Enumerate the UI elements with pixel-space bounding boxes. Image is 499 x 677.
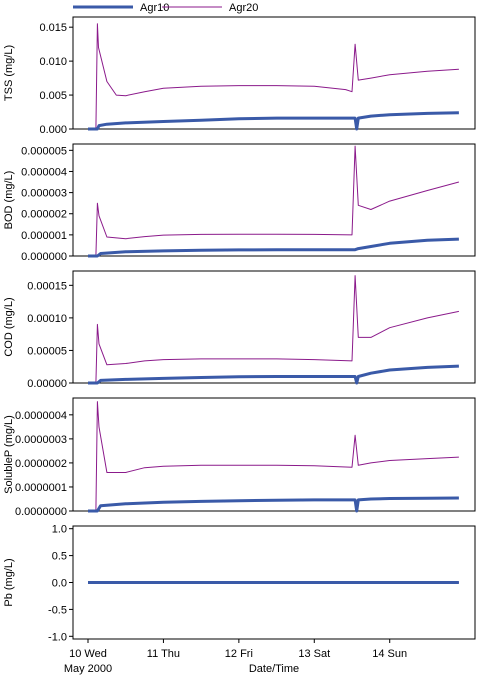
x-tick-label: 14 Sun [372, 648, 407, 660]
y-tick-label: 0.00015 [27, 280, 67, 292]
y-tick-label: 0.0000000 [15, 506, 67, 518]
y-tick-label: 0.00000 [27, 378, 67, 390]
series-line-agr20 [88, 23, 459, 130]
y-tick-label: 0.00010 [27, 313, 67, 325]
x-axis-label: Date/Time [249, 663, 299, 675]
y-tick-label: 1.0 [52, 524, 67, 536]
y-tick-label: 0.0000002 [15, 458, 67, 470]
y-axis-label: TSS (mg/L) [3, 45, 15, 101]
series-line-agr20 [88, 401, 459, 512]
x-tick-label: 10 Wed [69, 648, 107, 660]
y-axis-label: Pb (mg/L) [3, 558, 15, 606]
y-axis-label: SolubleP (mg/L) [3, 415, 15, 494]
series-line-agr10 [88, 111, 459, 131]
y-tick-label: 0.015 [39, 22, 67, 34]
y-tick-label: 0.0000004 [15, 410, 67, 422]
y-tick-label: 0.000000 [21, 251, 67, 263]
y-tick-label: 0.000002 [21, 209, 67, 221]
series-line-agr20 [88, 275, 460, 384]
series-line-agr10 [88, 496, 459, 513]
y-tick-label: 0.00005 [27, 345, 67, 357]
y-tick-label: 0.000001 [21, 230, 67, 242]
panel-pb-mg-l: 1.0 0.5 0.0 -0.5 -1.0 Pb (mg/L) [3, 524, 476, 643]
y-tick-label: 0.000 [39, 124, 67, 136]
y-tick-label: 0.0000001 [15, 482, 67, 494]
panel-frame [72, 143, 476, 257]
y-tick-label: -1.0 [48, 631, 67, 643]
y-tick-label: 0.000003 [21, 188, 67, 200]
series-line-agr10 [88, 237, 459, 258]
panel-frame [72, 270, 476, 384]
panel-tss-mg-l: 0.015 0.010 0.005 0.000 TSS (mg/L) [3, 16, 476, 136]
panel-bod-mg-l: 0.000005 0.000004 0.000003 0.000002 0.000001… [3, 143, 476, 263]
y-tick-label: 0.5 [52, 551, 67, 563]
series-line-agr10 [88, 364, 459, 385]
y-tick-label: 0.005 [39, 90, 67, 102]
x-tick-label: 13 Sat [298, 648, 330, 660]
panel-solublep-mg-l: 0.0000004 0.0000003 0.0000002 0.0000001 0.00… [3, 397, 476, 518]
y-axis-label: BOD (mg/L) [3, 171, 15, 230]
series-line-agr20 [88, 145, 460, 257]
x-tick-label: 12 Fri [225, 648, 253, 660]
x-tick-label: 11 Thu [147, 648, 180, 660]
y-axis-label: COD (mg/L) [3, 297, 15, 356]
legend: Agr10 Agr20 [73, 2, 258, 14]
panel-cod-mg-l: 0.00015 0.00010 0.00005 0.00000 COD (mg/L) [3, 270, 476, 390]
x-month-label: May 2000 [64, 663, 112, 675]
legend-label-agr20: Agr20 [229, 2, 258, 14]
legend-label-agr10: Agr10 [140, 2, 169, 14]
y-tick-label: 0.010 [39, 56, 67, 68]
y-tick-label: 0.0 [52, 578, 67, 590]
y-tick-label: -0.5 [48, 604, 67, 616]
panel-frame [72, 16, 476, 130]
y-tick-label: 0.0000003 [15, 434, 67, 446]
y-tick-label: 0.000004 [21, 166, 67, 178]
y-tick-label: 0.000005 [21, 145, 67, 157]
x-axis: 10 Wed 11 Thu 12 Fri 13 Sat 14 Sun May 2000 Da… [64, 639, 407, 675]
panel-frame [72, 397, 476, 512]
